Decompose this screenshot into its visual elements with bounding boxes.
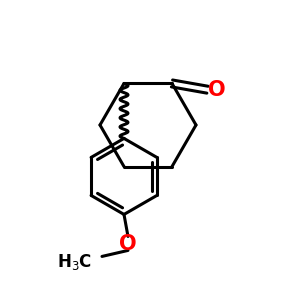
Text: O: O (208, 80, 225, 100)
Text: O: O (119, 234, 137, 254)
Text: H$_3$C: H$_3$C (57, 252, 92, 272)
